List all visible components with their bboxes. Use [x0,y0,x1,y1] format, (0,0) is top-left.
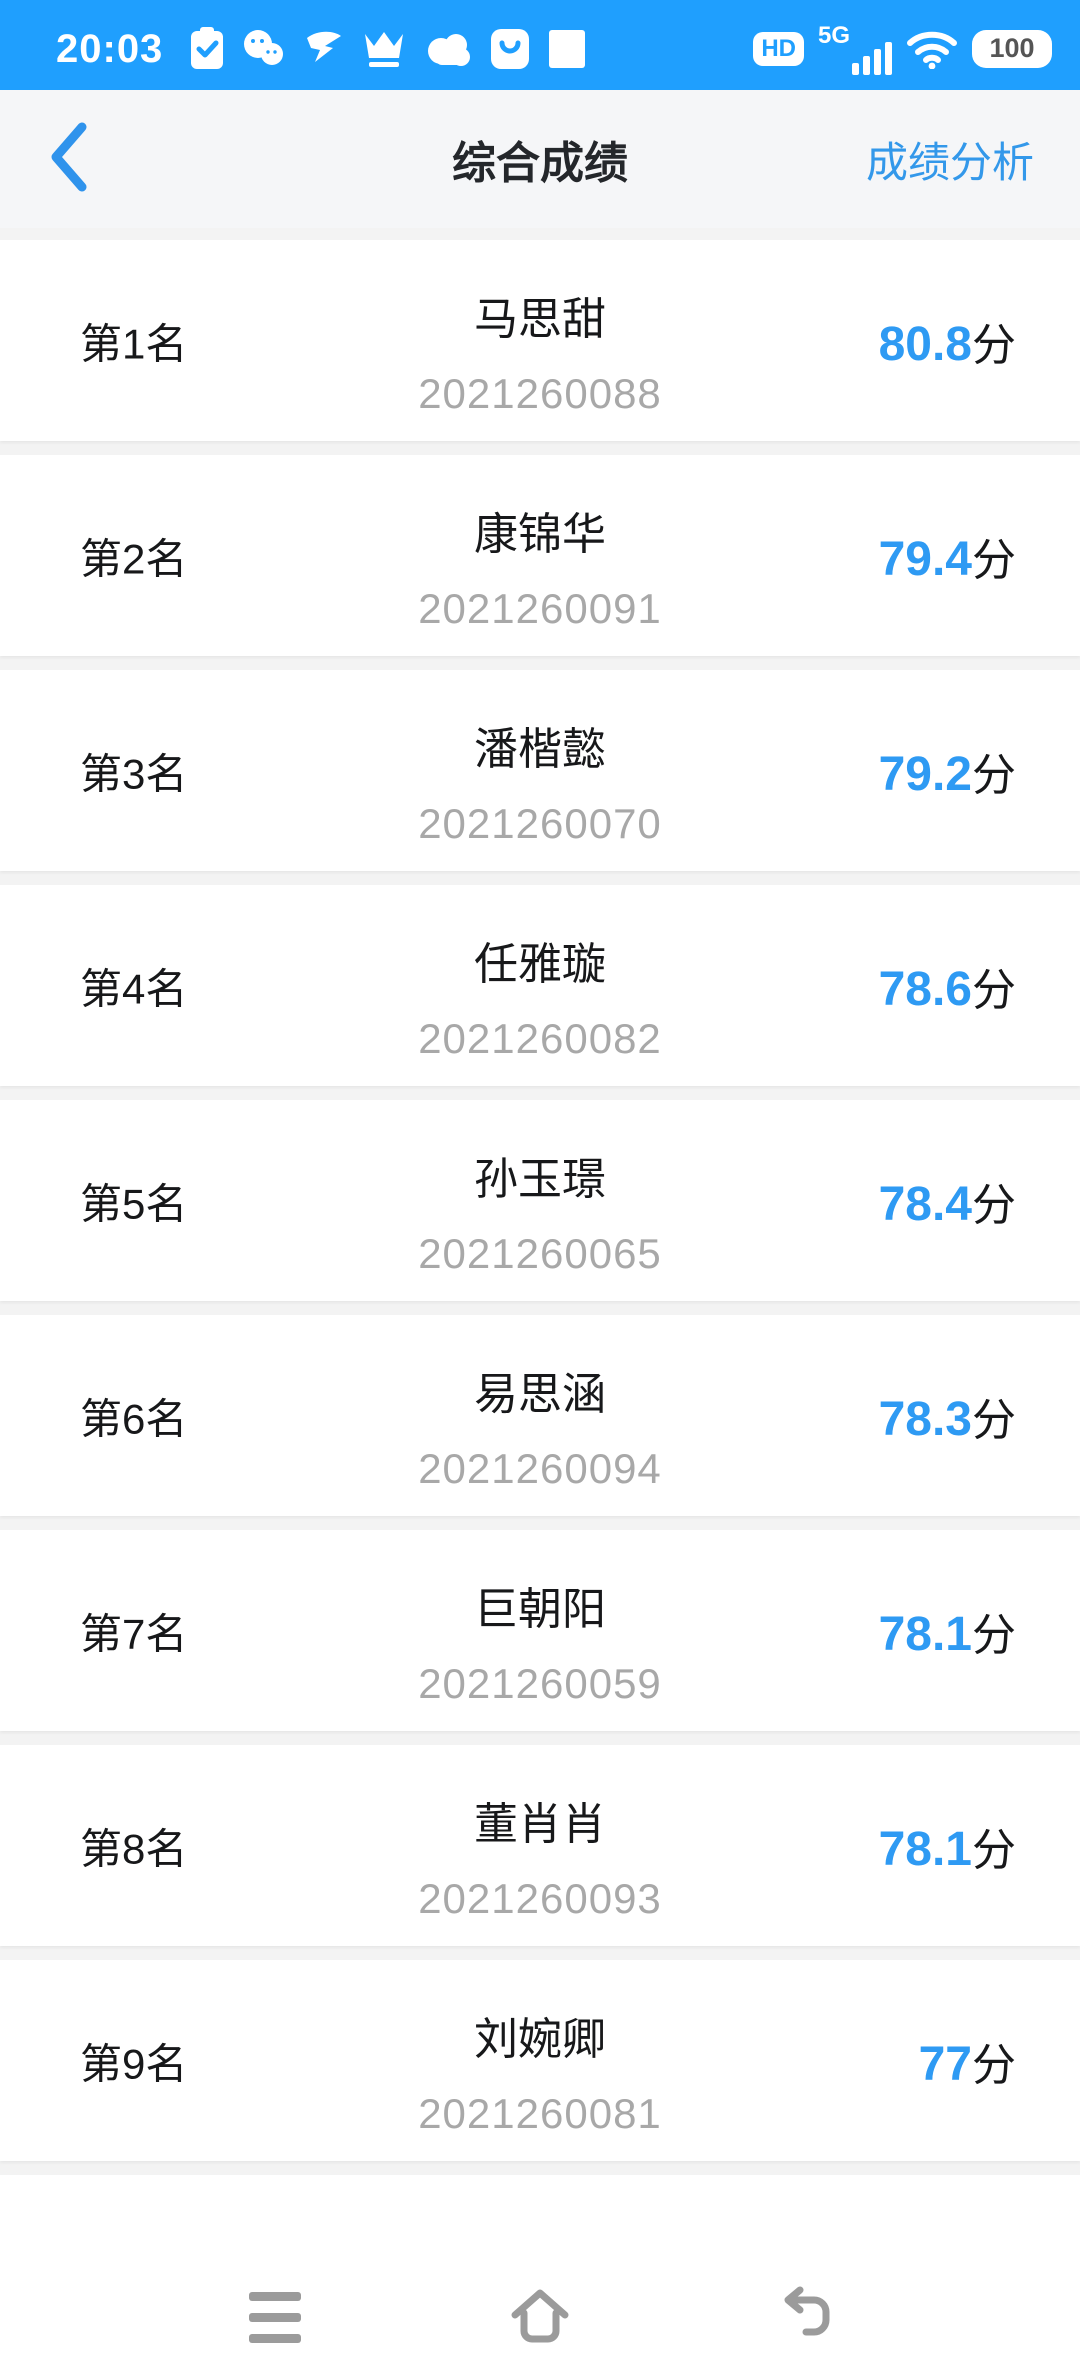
student-name: 马思甜 [474,294,606,344]
system-navigation-bar [0,2258,1080,2376]
rank-label: 第2名 [80,535,188,582]
ranking-row-2[interactable]: 第2名 康锦华 2021260091 79.4分 [0,455,1080,656]
wifi-icon [906,29,958,69]
student-id: 2021260082 [418,1014,662,1062]
home-button[interactable] [495,2272,585,2362]
ranking-row-9[interactable]: 第9名 刘婉卿 2021260081 77分 [0,1960,1080,2161]
wing-icon [303,28,345,70]
student-id: 2021260065 [418,1229,662,1277]
student-name: 康锦华 [474,509,606,559]
menu-icon [249,2291,301,2343]
student-name: 董肖肖 [474,1799,606,1849]
student-id: 2021260094 [418,1444,662,1492]
crown-icon [361,28,407,70]
student-name: 潘楷懿 [474,724,606,774]
score: 80.8分 [878,317,1016,371]
ranking-row-5[interactable]: 第5名 孙玉璟 2021260065 78.4分 [0,1100,1080,1301]
score: 78.6分 [878,962,1016,1016]
ranking-row-8[interactable]: 第8名 董肖肖 2021260093 78.1分 [0,1745,1080,1946]
score: 79.4分 [878,532,1016,586]
rank-label: 第3名 [80,750,188,797]
score-analysis-link[interactable]: 成绩分析 [865,138,1034,186]
app-square-icon [547,28,587,70]
student-name: 巨朝阳 [474,1584,606,1634]
rank-label: 第1名 [80,320,188,367]
student-name: 孙玉璟 [474,1154,606,1204]
home-icon [507,2285,573,2350]
clipboard-check-icon [189,27,225,71]
rank-label: 第4名 [80,965,188,1012]
student-id: 2021260081 [418,2089,662,2137]
battery-icon: 100 [972,30,1052,68]
cloud-icon [423,29,473,69]
score: 78.4分 [878,1177,1016,1231]
score: 78.3分 [878,1392,1016,1446]
ranking-row-6[interactable]: 第6名 易思涵 2021260094 78.3分 [0,1315,1080,1516]
back-nav-button[interactable] [760,2272,850,2362]
rank-label: 第8名 [80,1825,188,1872]
student-id: 2021260088 [418,369,662,417]
student-id: 2021260093 [418,1874,662,1922]
ranking-list: 第1名 马思甜 2021260088 80.8分 第2名 康锦华 2021260… [0,228,1080,2376]
student-id: 2021260070 [418,799,662,847]
ranking-row-3[interactable]: 第3名 潘楷懿 2021260070 79.2分 [0,670,1080,871]
rank-label: 第7名 [80,1610,188,1657]
menu-button[interactable] [230,2272,320,2362]
rank-label: 第6名 [80,1395,188,1442]
ranking-row-1[interactable]: 第1名 马思甜 2021260088 80.8分 [0,240,1080,441]
student-id: 2021260059 [418,1659,662,1707]
score: 78.1分 [878,1607,1016,1661]
bag-icon [489,27,531,71]
chevron-left-icon [46,119,92,200]
clock: 20:03 [56,26,164,71]
ranking-row-7[interactable]: 第7名 巨朝阳 2021260059 78.1分 [0,1530,1080,1731]
hd-badge: HD [753,32,804,66]
rank-label: 第5名 [80,1180,188,1227]
student-name: 易思涵 [474,1369,606,1419]
student-name: 刘婉卿 [474,2014,606,2064]
wechat-icon [241,28,287,70]
signal-5g-icon: 5G [818,23,892,75]
student-id: 2021260091 [418,584,662,632]
nav-bar: 综合成绩 成绩分析 [0,90,1080,228]
ranking-row-4[interactable]: 第4名 任雅璇 2021260082 78.6分 [0,885,1080,1086]
score: 78.1分 [878,1822,1016,1876]
score: 77分 [918,2037,1016,2091]
student-name: 任雅璇 [474,939,606,989]
back-button[interactable] [46,114,116,204]
score: 79.2分 [878,747,1016,801]
rank-label: 第9名 [80,2040,188,2087]
return-arrow-icon [774,2286,836,2349]
status-bar: 20:03 HD [0,0,1080,90]
